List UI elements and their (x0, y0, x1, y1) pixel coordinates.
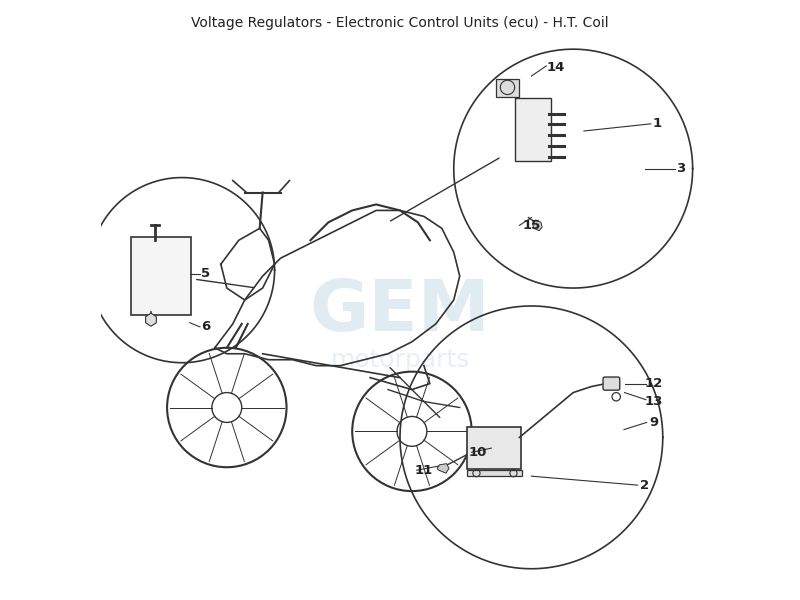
FancyBboxPatch shape (131, 237, 191, 315)
Text: 15: 15 (522, 219, 541, 232)
Text: 10: 10 (469, 446, 487, 459)
Text: 12: 12 (645, 377, 663, 390)
Text: 2: 2 (640, 479, 650, 491)
Polygon shape (533, 220, 542, 231)
Polygon shape (146, 313, 156, 326)
Polygon shape (495, 79, 519, 97)
Polygon shape (437, 464, 449, 473)
FancyBboxPatch shape (514, 98, 551, 161)
Text: 9: 9 (650, 416, 658, 429)
Text: 14: 14 (546, 61, 565, 74)
Text: Voltage Regulators - Electronic Control Units (ecu) - H.T. Coil: Voltage Regulators - Electronic Control … (191, 16, 609, 31)
FancyBboxPatch shape (467, 427, 522, 469)
FancyBboxPatch shape (603, 377, 620, 390)
Text: 6: 6 (202, 320, 210, 334)
Text: 13: 13 (645, 395, 663, 408)
Text: 3: 3 (676, 162, 686, 175)
Polygon shape (467, 470, 522, 476)
Text: 5: 5 (202, 266, 210, 280)
Text: 1: 1 (652, 118, 662, 130)
Text: GEM: GEM (310, 277, 490, 346)
Text: 11: 11 (414, 464, 433, 477)
Text: motorparts: motorparts (330, 348, 470, 372)
